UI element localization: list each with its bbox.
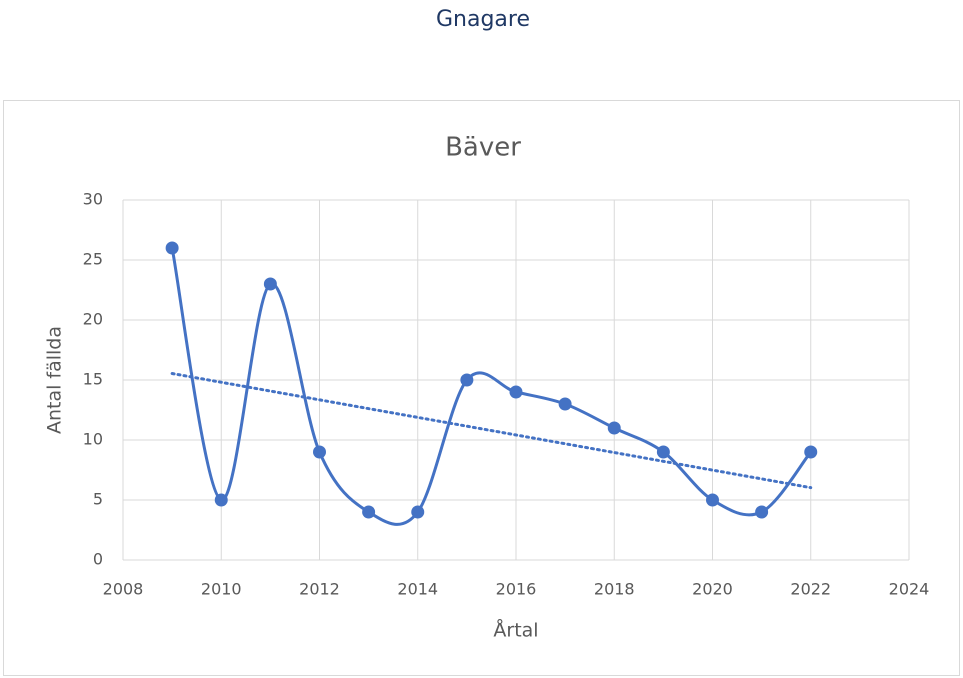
x-tick-label: 2022 — [790, 580, 831, 599]
data-point — [509, 385, 523, 399]
y-tick-label: 20 — [83, 310, 103, 329]
x-tick-label: 2008 — [103, 580, 144, 599]
data-point — [656, 445, 670, 459]
x-tick-label: 2012 — [299, 580, 340, 599]
data-point — [460, 373, 474, 387]
data-point — [313, 445, 326, 459]
y-tick-label: 0 — [93, 550, 103, 569]
x-tick-label: 2020 — [692, 580, 733, 599]
data-point — [362, 505, 376, 519]
y-tick-label: 25 — [83, 250, 103, 269]
data-point — [755, 505, 769, 519]
data-line — [170, 247, 812, 526]
y-tick-label: 30 — [83, 190, 103, 209]
data-point — [263, 277, 277, 291]
data-point — [214, 493, 228, 507]
y-tick-label: 10 — [83, 430, 103, 449]
chart-title: Bäver — [445, 133, 521, 163]
trendline — [170, 371, 813, 490]
chart-frame — [3, 100, 960, 676]
x-tick-label: 2024 — [889, 580, 930, 599]
y-tick-label: 15 — [83, 370, 103, 389]
data-point — [558, 397, 572, 411]
data-point — [607, 421, 621, 435]
data-point — [706, 493, 719, 507]
x-axis-title: Årtal — [493, 619, 538, 642]
x-tick-label: 2010 — [201, 580, 242, 599]
y-tick-label: 5 — [93, 490, 103, 509]
data-point — [804, 445, 818, 459]
x-tick-label: 2018 — [594, 580, 635, 599]
data-point — [165, 241, 179, 255]
page-title: Gnagare — [436, 7, 530, 32]
data-point — [411, 505, 425, 519]
x-tick-label: 2016 — [496, 580, 537, 599]
y-axis-title: Antal fällda — [44, 326, 66, 434]
x-tick-label: 2014 — [397, 580, 438, 599]
